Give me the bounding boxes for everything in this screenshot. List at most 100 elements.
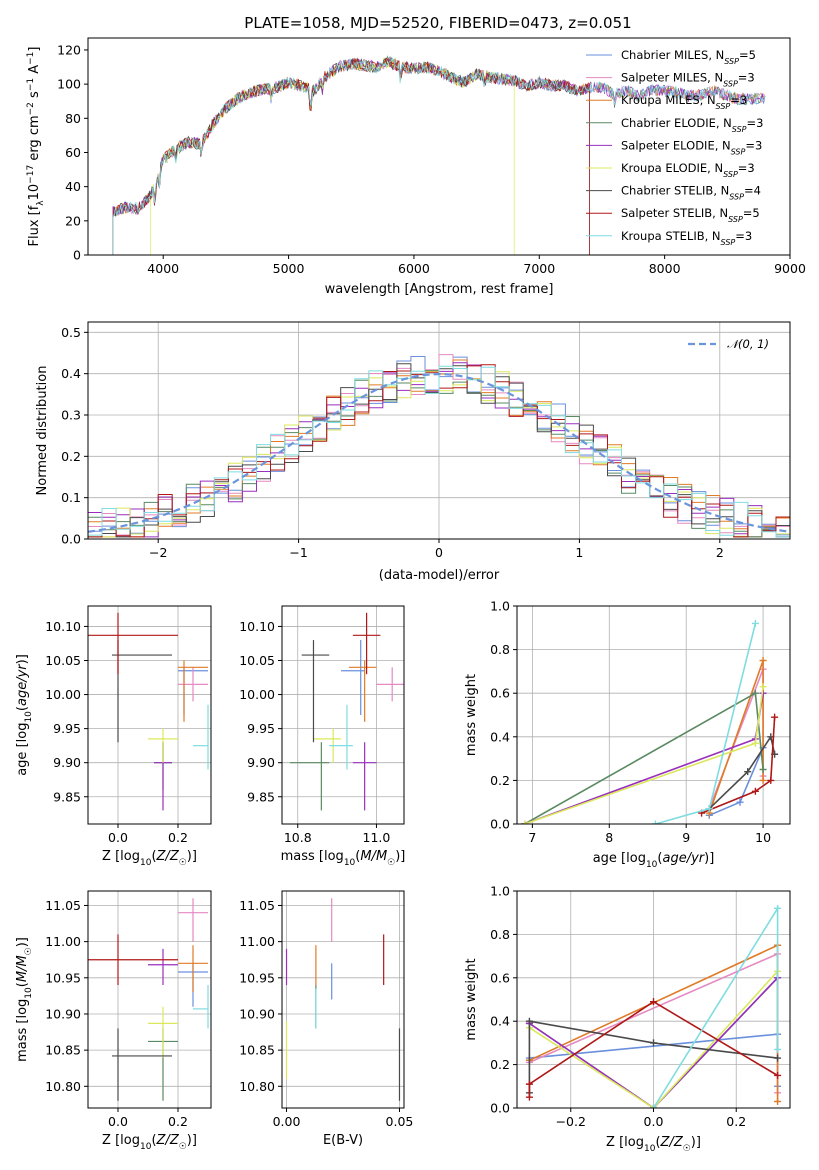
weight-marker [767, 776, 775, 784]
x-tick-label: 0.0 [108, 1114, 128, 1129]
y-tick-label: 9.85 [247, 789, 275, 804]
weight-marker [774, 1097, 782, 1105]
mass-vs-EBV-frame [281, 890, 405, 1109]
spectrum-axes: 4000 5000 6000 7000 8000 9000 0 20 40 60 80 100 120 w… [26, 37, 806, 297]
spectrum-series-line [112, 58, 766, 255]
y-tick-label: 10.10 [45, 619, 81, 634]
mass-vs-Z-x-label: Z [log10(Z/Z☉)] [102, 1133, 197, 1152]
y-tick-label: 10.00 [239, 687, 275, 702]
legend-label: Chabrier MILES, NSSP=5 [621, 48, 756, 66]
weight-marker [774, 904, 782, 912]
weight-line [708, 747, 764, 817]
weight-marker [774, 1054, 782, 1062]
x-tick-label: −2 [149, 545, 167, 560]
weight-vs-age-x-label: age [log10(age/yr)] [593, 851, 715, 870]
y-tick-label: 100 [57, 77, 81, 92]
weight-vs-Z-lines [525, 904, 782, 1108]
y-tick-label: 10.80 [239, 1079, 275, 1094]
mass-vs-Z-points [88, 898, 209, 1101]
spectrum-x-label: wavelength [Angstrom, rest frame] [325, 282, 554, 297]
spectrum-frame [87, 37, 791, 256]
age-vs-mass-x-label: mass [log10(M/M☉)] [281, 849, 406, 868]
x-tick-label: 7000 [523, 261, 555, 276]
x-tick-label: 10 [755, 830, 771, 845]
weight-marker [705, 805, 713, 813]
y-tick-label: 9.85 [53, 789, 81, 804]
y-tick-label: 10.80 [45, 1079, 81, 1094]
weight-marker [744, 768, 752, 776]
y-tick-label: 0.0 [490, 1101, 510, 1116]
age-vs-Z-frame [87, 605, 212, 825]
residual-y-label: Normed distribution [35, 366, 50, 496]
y-tick-label: 1.0 [490, 599, 510, 614]
x-tick-label: −1 [289, 545, 307, 560]
weight-line [528, 1020, 778, 1093]
x-tick-label: 5000 [273, 261, 305, 276]
x-tick-label: 0.0 [644, 1114, 664, 1129]
x-tick-label: 8 [605, 830, 613, 845]
weight-marker [751, 689, 759, 697]
x-tick-label: 0.2 [168, 830, 188, 845]
legend-label: Chabrier STELIB, NSSP=4 [621, 184, 761, 202]
histogram-step [88, 365, 790, 539]
weight-marker [751, 739, 759, 747]
mass-vs-Z-frame [87, 890, 212, 1109]
x-tick-label: 2 [716, 545, 724, 560]
weight-marker [751, 619, 759, 627]
x-tick-label: 9000 [774, 261, 806, 276]
spectrum-series-line [112, 57, 766, 255]
weight-vs-Z-frame [516, 890, 791, 1109]
y-tick-label: 10.95 [239, 970, 275, 985]
age-vs-Z-axes: 0.0 0.2 9.85 9.90 9.95 10.00 10.05 10.10 Z [log1… [15, 605, 212, 868]
spectrum-title: PLATE=1058, MJD=52520, FIBERID=0473, z=0… [244, 14, 631, 32]
y-tick-label: 0.4 [490, 1014, 510, 1029]
age-vs-Z-points [88, 612, 209, 811]
weight-marker [759, 683, 767, 691]
y-tick-label: 0.3 [61, 408, 81, 423]
legend-label: Chabrier ELODIE, NSSP=3 [621, 116, 763, 134]
spectrum-y-label: Flux [fλ10−17 erg cm−2 s−1 A−1] [26, 47, 46, 247]
legend-label: Kroupa STELIB, NSSP=3 [621, 229, 752, 247]
weight-marker [650, 1039, 657, 1047]
legend-label-normal: 𝒩(0, 1) [727, 337, 769, 351]
y-tick-label: 120 [57, 42, 81, 57]
y-tick-label: 0 [73, 248, 81, 263]
x-tick-label: 7 [528, 830, 536, 845]
y-tick-label: 10.95 [45, 970, 81, 985]
y-tick-label: 11.05 [239, 898, 275, 913]
weight-vs-age-lines [521, 619, 779, 824]
weight-line [528, 1000, 779, 1098]
y-tick-label: 10.85 [239, 1043, 275, 1058]
y-tick-label: 0.2 [490, 1057, 510, 1072]
y-tick-label: 9.95 [247, 721, 275, 736]
spectrum-lines [112, 55, 766, 255]
y-tick-label: 60 [65, 145, 81, 160]
weight-marker [525, 1080, 533, 1088]
y-tick-label: 40 [65, 179, 81, 194]
y-tick-label: 10.90 [239, 1006, 275, 1021]
y-tick-label: 10.85 [45, 1043, 81, 1058]
legend-label: Kroupa MILES, NSSP=3 [621, 93, 747, 111]
y-tick-label: 0.8 [490, 927, 510, 942]
spectrum-legend: Chabrier MILES, NSSP=5 Salpeter MILES, NS… [586, 48, 763, 246]
weight-marker [759, 657, 767, 664]
normal-curve [88, 372, 790, 533]
age-vs-mass-points [289, 612, 404, 811]
y-tick-label: 0.6 [490, 686, 510, 701]
y-tick-label: 0.4 [490, 729, 510, 744]
y-tick-label: 10.05 [239, 653, 275, 668]
weight-vs-Z-axes: −0.2 0.0 0.2 0.0 0.2 0.4 0.6 0.8 1.0 Z [log10(Z/Z… [464, 884, 791, 1154]
spectrum-series-line [112, 57, 766, 255]
weight-marker [774, 1045, 782, 1053]
mass-vs-Z-axes: 0.0 0.2 10.80 10.85 10.90 10.95 11.00 11.05 Z [l… [15, 890, 212, 1152]
age-vs-Z-y-label: age [log10(age/yr)] [15, 654, 34, 776]
weight-line [524, 691, 764, 824]
residual-x-label: (data-model)/error [379, 568, 500, 583]
weight-vs-age-frame [516, 605, 791, 825]
weight-marker [651, 820, 659, 824]
y-tick-label: 10.10 [239, 619, 275, 634]
x-tick-label: 4000 [147, 261, 179, 276]
weight-marker [650, 998, 657, 1006]
x-tick-label: 9 [682, 830, 690, 845]
